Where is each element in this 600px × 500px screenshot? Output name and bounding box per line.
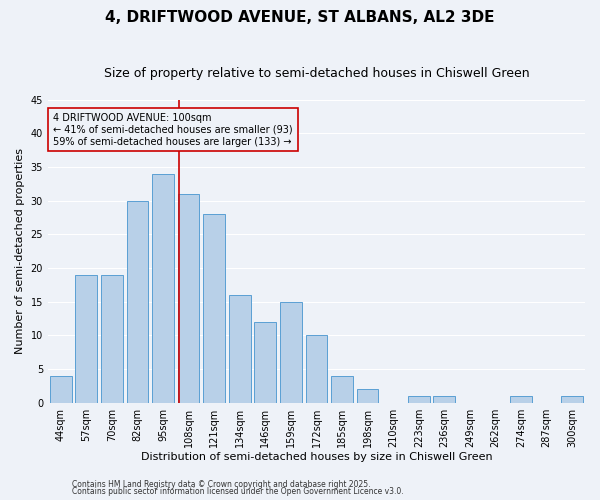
Text: Contains HM Land Registry data © Crown copyright and database right 2025.: Contains HM Land Registry data © Crown c… [72,480,371,489]
Bar [510,396,532,402]
Text: 4 DRIFTWOOD AVENUE: 100sqm
← 41% of semi-detached houses are smaller (93)
59% of: 4 DRIFTWOOD AVENUE: 100sqm ← 41% of semi… [53,114,293,146]
X-axis label: Distribution of semi-detached houses by size in Chiswell Green: Distribution of semi-detached houses by … [140,452,492,462]
Bar [178,194,199,402]
Bar [127,200,148,402]
Bar [203,214,225,402]
Text: 4, DRIFTWOOD AVENUE, ST ALBANS, AL2 3DE: 4, DRIFTWOOD AVENUE, ST ALBANS, AL2 3DE [105,10,495,25]
Bar [331,376,353,402]
Bar [254,322,276,402]
Title: Size of property relative to semi-detached houses in Chiswell Green: Size of property relative to semi-detach… [104,68,529,80]
Bar [229,295,251,403]
Bar [562,396,583,402]
Bar [433,396,455,402]
Bar [357,389,379,402]
Bar [305,336,328,402]
Bar [280,302,302,402]
Text: Contains public sector information licensed under the Open Government Licence v3: Contains public sector information licen… [72,487,404,496]
Bar [408,396,430,402]
Bar [50,376,71,402]
Bar [101,275,123,402]
Y-axis label: Number of semi-detached properties: Number of semi-detached properties [15,148,25,354]
Bar [152,174,174,402]
Bar [76,275,97,402]
